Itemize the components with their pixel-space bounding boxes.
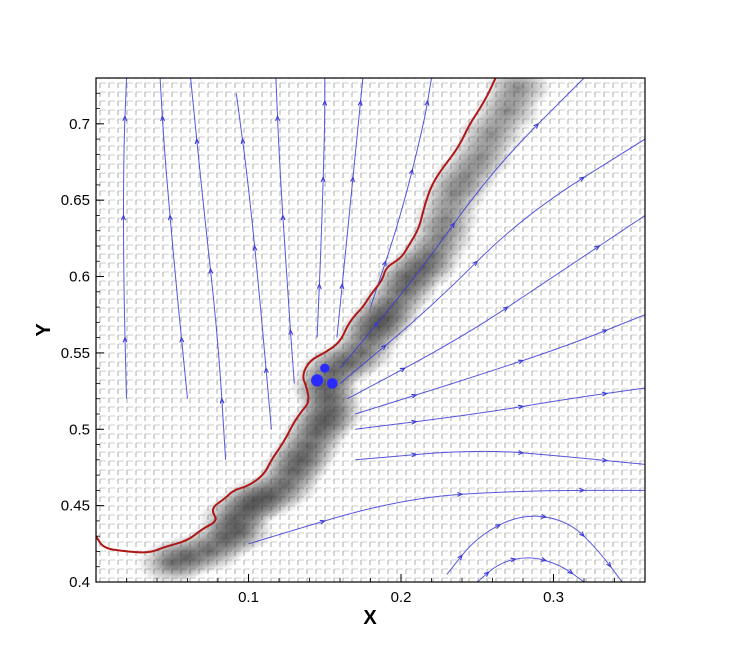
streamline-arrow-icon	[567, 569, 574, 575]
y-axis-ticks: 0.4 0.45 0.5 0.55 0.6 0.65 0.7	[61, 92, 104, 591]
x-axis-title: X	[363, 607, 377, 629]
streamline-arrow-icon	[483, 571, 490, 577]
streamline-arrow-icon	[579, 487, 586, 493]
streamline-arrow-icon	[540, 513, 548, 519]
streamline-arrow-icon	[357, 99, 363, 106]
y-tick-label: 0.5	[69, 421, 90, 438]
streamline-arrow-icon	[194, 137, 200, 145]
y-tick-label: 0.45	[61, 498, 90, 515]
streamline-arrow-icon	[457, 554, 463, 561]
streamline-arrow-icon	[350, 175, 355, 183]
interface-line	[96, 78, 497, 554]
streamline-arrow-icon	[517, 404, 525, 410]
streamline-arrow-icon	[457, 491, 464, 497]
streamline-arrow-icon	[252, 244, 258, 251]
streamline-arrow-icon	[408, 168, 414, 175]
streamline-arrow-icon	[399, 367, 407, 373]
x-tick-label: 0.3	[543, 589, 564, 606]
streamline-arrow-icon	[495, 524, 502, 529]
y-axis-title: Y	[33, 323, 55, 337]
streamline-arrow-icon	[411, 452, 418, 458]
streamline-arrow-icon	[219, 397, 225, 404]
y-tick-label: 0.65	[61, 192, 90, 209]
streamline-arrow-icon	[380, 344, 387, 350]
streamline-arrow-icon	[579, 531, 586, 538]
streamline-arrow-icon	[424, 99, 430, 106]
streamline-arrow-icon	[594, 245, 601, 251]
streamline-arrow-icon	[601, 329, 609, 334]
streamline-arrow-icon	[339, 282, 345, 290]
streamline-arrow-icon	[472, 260, 479, 267]
streamline-arrow-icon	[275, 114, 281, 122]
bubble-marker	[320, 363, 330, 373]
streamline-arrow-icon	[208, 267, 214, 274]
streamline-arrow-icon	[280, 214, 286, 221]
streamline-arrow-icon	[316, 282, 322, 290]
streamline-arrow-icon	[373, 321, 379, 328]
bubble-marker	[327, 378, 338, 389]
streamline-arrow-icon	[120, 214, 126, 221]
streamline-arrow-icon	[381, 259, 387, 267]
streamline-arrow-icon	[517, 359, 525, 365]
bubbles-group	[311, 363, 338, 389]
streamline-arrow-icon	[518, 450, 525, 456]
streamline-arrow-icon	[502, 306, 509, 312]
streamline-arrow-icon	[579, 176, 586, 182]
interface-group	[96, 78, 497, 554]
y-tick-label: 0.4	[69, 574, 90, 591]
y-tick-label: 0.6	[69, 269, 90, 286]
x-tick-label: 0.1	[238, 589, 259, 606]
bubble-marker	[311, 374, 324, 387]
streamline-arrow-icon	[319, 519, 327, 525]
streamline-arrow-icon	[533, 122, 540, 129]
streamline	[476, 557, 585, 582]
streamline-arrow-icon	[263, 366, 269, 374]
streamline-arrow-icon	[167, 214, 173, 221]
streamline-arrow-icon	[411, 393, 418, 399]
streamline-arrow-icon	[288, 328, 294, 335]
streamline-arrow-icon	[122, 336, 128, 343]
streamline-arrow-icon	[601, 391, 609, 397]
streamline-arrow-icon	[322, 99, 328, 106]
y-tick-label: 0.7	[69, 116, 90, 133]
streamlines-group	[120, 78, 645, 582]
y-tick-label: 0.55	[61, 345, 90, 362]
streamline-arrow-icon	[606, 561, 612, 568]
streamline-arrow-icon	[510, 557, 517, 563]
x-tick-label: 0.2	[391, 589, 412, 606]
streamline-arrow-icon	[179, 336, 185, 343]
streamline-arrow-icon	[540, 556, 548, 562]
streamline-arrow-icon	[160, 114, 166, 122]
x-axis-ticks: 0.1 0.2 0.3	[126, 574, 615, 606]
streamline-arrow-icon	[411, 419, 418, 425]
streamline-arrow-icon	[601, 457, 609, 463]
streamline-arrow-icon	[240, 137, 246, 145]
streamline-arrow-icon	[449, 221, 456, 229]
dense-vector-patch	[483, 78, 552, 110]
plot-area	[96, 78, 645, 582]
streamline-arrow-icon	[122, 114, 128, 122]
streamline-arrow-icon	[320, 175, 326, 183]
